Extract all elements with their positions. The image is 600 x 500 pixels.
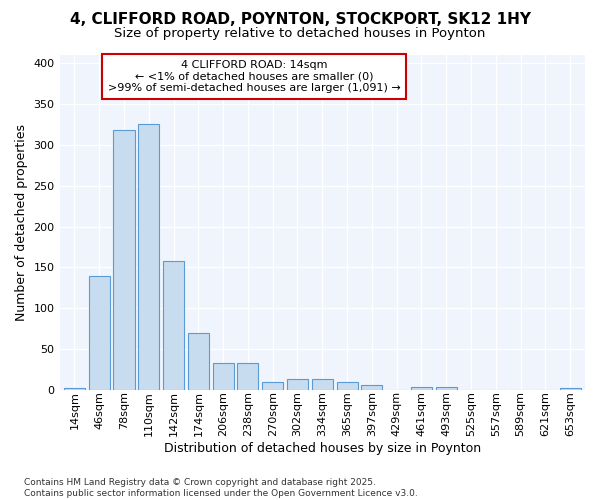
Bar <box>188 332 209 390</box>
Bar <box>212 363 233 390</box>
Bar <box>64 388 85 390</box>
Text: Size of property relative to detached houses in Poynton: Size of property relative to detached ho… <box>115 28 485 40</box>
Bar <box>238 363 259 390</box>
Bar <box>163 261 184 390</box>
Text: 4, CLIFFORD ROAD, POYNTON, STOCKPORT, SK12 1HY: 4, CLIFFORD ROAD, POYNTON, STOCKPORT, SK… <box>70 12 530 28</box>
Bar <box>138 124 160 390</box>
Bar <box>113 130 134 390</box>
Text: Contains HM Land Registry data © Crown copyright and database right 2025.
Contai: Contains HM Land Registry data © Crown c… <box>24 478 418 498</box>
Y-axis label: Number of detached properties: Number of detached properties <box>15 124 28 321</box>
Bar <box>337 382 358 390</box>
Bar <box>262 382 283 390</box>
Text: 4 CLIFFORD ROAD: 14sqm
← <1% of detached houses are smaller (0)
>99% of semi-det: 4 CLIFFORD ROAD: 14sqm ← <1% of detached… <box>107 60 400 93</box>
Bar <box>560 388 581 390</box>
Bar <box>411 386 432 390</box>
Bar <box>89 276 110 390</box>
X-axis label: Distribution of detached houses by size in Poynton: Distribution of detached houses by size … <box>164 442 481 455</box>
Bar <box>312 380 333 390</box>
Bar <box>287 380 308 390</box>
Bar <box>361 385 382 390</box>
Bar <box>436 386 457 390</box>
